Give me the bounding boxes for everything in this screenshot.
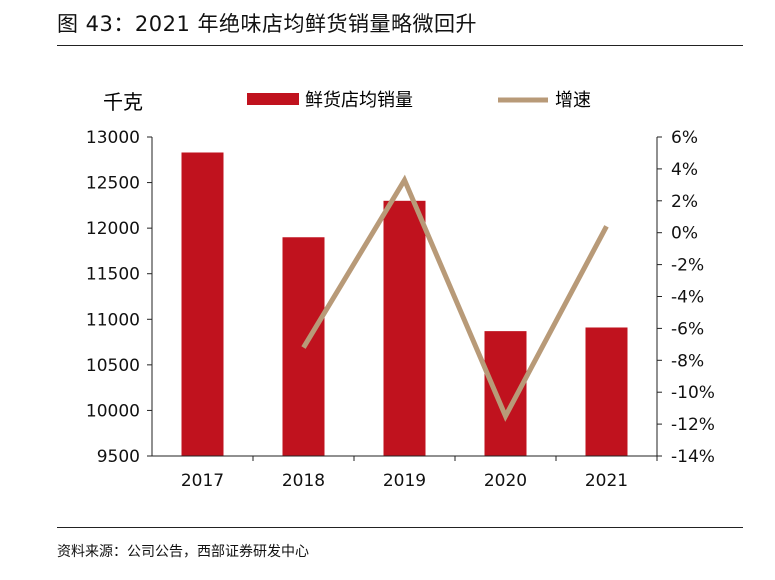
- y-right-tick-label: -12%: [671, 415, 715, 435]
- y-left-tick-label: 10000: [86, 401, 140, 421]
- y-right-tick-label: -10%: [671, 383, 715, 403]
- y-right-tick-label: -2%: [671, 256, 704, 276]
- x-tick-label-2021: 2021: [585, 471, 628, 491]
- y-right-tick-label: -14%: [671, 447, 715, 467]
- y-right-tick-label: -6%: [671, 319, 704, 339]
- y-left-tick-label: 12500: [86, 174, 140, 194]
- y-left-tick-label: 13000: [86, 128, 140, 148]
- legend-bar-swatch: [247, 93, 299, 105]
- bar-2017: [181, 152, 224, 456]
- y-left-tick-label: 10500: [86, 356, 140, 376]
- figure-title: 图 43：2021 年绝味店均鲜货销量略微回升: [57, 12, 478, 36]
- growth-line: [301, 174, 609, 422]
- legend-label-growth: 增速: [555, 90, 591, 111]
- y-right-tick-label: 4%: [671, 160, 698, 180]
- y-left-axis-title: 千克: [103, 90, 143, 114]
- x-tick-label-2018: 2018: [282, 471, 325, 491]
- x-tick-label-2017: 2017: [181, 471, 224, 491]
- x-tick-label-2019: 2019: [383, 471, 426, 491]
- legend-label-sales: 鲜货店均销量: [305, 90, 413, 111]
- y-right-tick-label: -8%: [671, 351, 704, 371]
- y-left-tick-label: 9500: [97, 447, 140, 467]
- y-right-tick-label: 2%: [671, 192, 698, 212]
- bar-2019: [383, 200, 426, 456]
- source-rule: [57, 527, 743, 528]
- y-left-tick-label: 11500: [86, 265, 140, 285]
- y-right-tick-label: 0%: [671, 224, 698, 244]
- y-left-tick-label: 11000: [86, 310, 140, 330]
- y-right-tick-label: -4%: [671, 288, 704, 308]
- source-note: 资料来源：公司公告，西部证券研发中心: [57, 544, 309, 560]
- y-left-tick-label: 12000: [86, 219, 140, 239]
- y-right-tick-label: 6%: [671, 128, 698, 148]
- x-tick-label-2020: 2020: [484, 471, 527, 491]
- bar-2021: [585, 327, 628, 456]
- title-rule: [57, 45, 743, 46]
